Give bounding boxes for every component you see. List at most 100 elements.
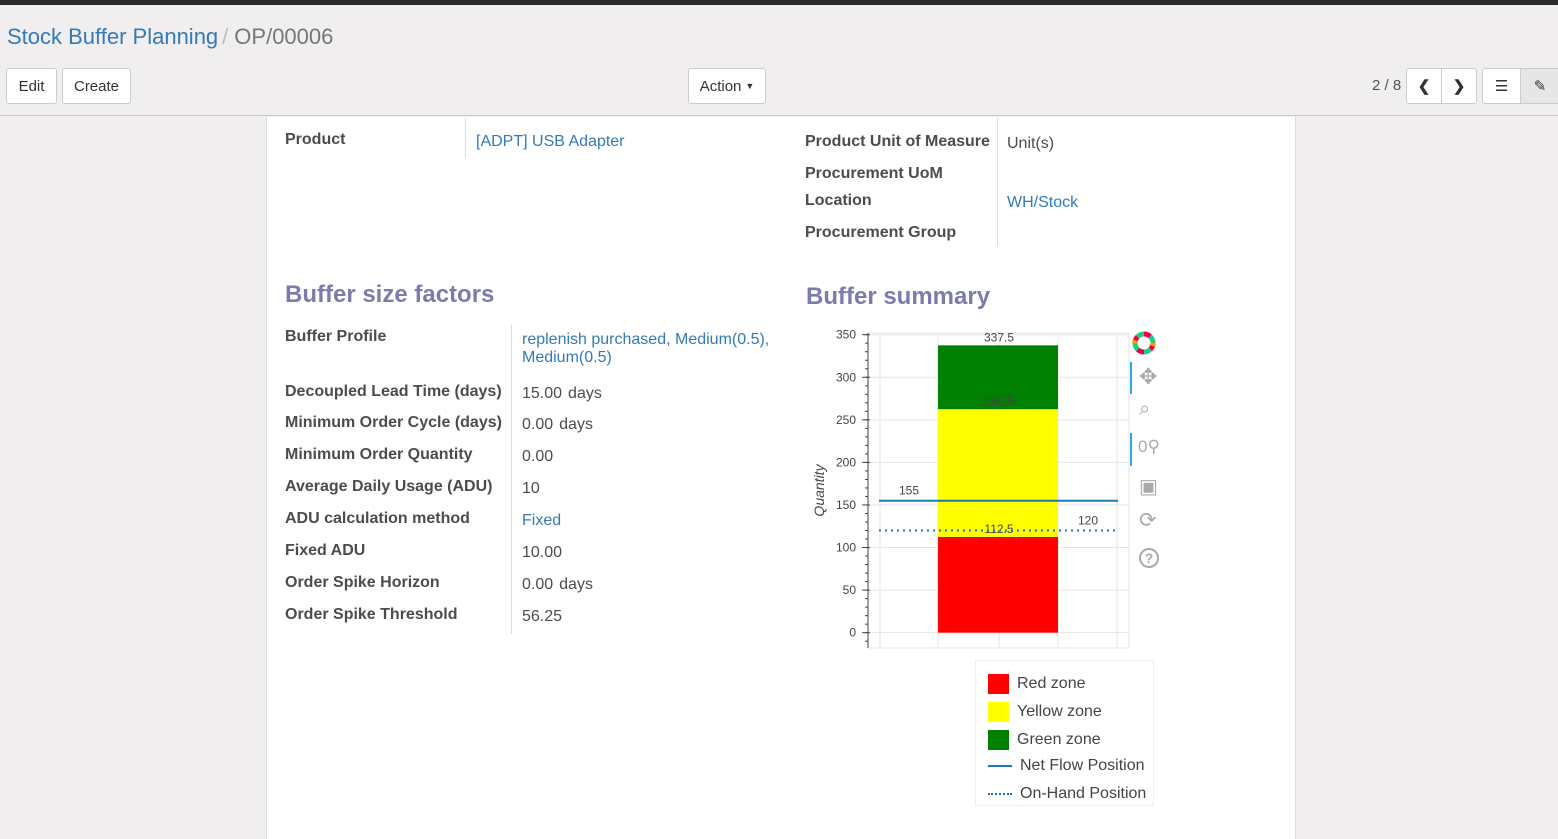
legend-label: Green zone (1017, 731, 1101, 748)
legend-item-yellow: Yellow zone (988, 702, 1102, 722)
product-link[interactable]: [ADPT] USB Adapter (476, 133, 625, 150)
factor-value-text: 0.00 (522, 576, 554, 593)
pan-tool-icon[interactable]: ✥ (1139, 364, 1158, 389)
y-tick-label: 300 (836, 370, 856, 384)
procurement-uom-label: Procurement UoM (805, 165, 943, 182)
y-tick-label: 150 (836, 498, 856, 512)
save-tool-icon[interactable]: ▣ (1139, 476, 1158, 498)
factor-value: 0.00 days (522, 576, 593, 594)
breadcrumb-current: OP/00006 (234, 24, 334, 49)
factor-value-text: 10 (522, 480, 540, 497)
factor-label: Minimum Order Quantity (285, 446, 473, 463)
buffer-size-factors-title: Buffer size factors (285, 281, 495, 308)
buffer-summary-title: Buffer summary (806, 283, 991, 310)
line-data-label: 120 (1078, 514, 1098, 528)
factor-label: Minimum Order Cycle (days) (285, 414, 502, 431)
zone-bar-red-zone (938, 536, 1058, 633)
location-label: Location (805, 192, 872, 209)
breadcrumb-separator: / (222, 24, 229, 49)
action-dropdown[interactable]: Action ▼ (688, 68, 766, 104)
active-tool-indicator (1130, 362, 1132, 394)
edit-form-icon: ✎ (1533, 78, 1547, 95)
factor-label: Buffer Profile (285, 328, 387, 345)
control-panel: Stock Buffer Planning / OP/00006 Edit Crea… (0, 5, 1558, 116)
factor-value[interactable]: replenish purchased, Medium(0.5), Medium(… (522, 331, 769, 367)
caret-down-icon: ▼ (745, 81, 755, 91)
buffer-chart: 0 50 100 150 200 250 300 350 Quantity 112.5 262.5 3… (811, 328, 1130, 649)
action-label: Action (699, 77, 742, 95)
y-tick-label: 50 (843, 583, 857, 597)
factor-label: Average Daily Usage (ADU) (285, 478, 493, 495)
divider (997, 118, 998, 246)
zone-data-label: 112.5 (984, 522, 1013, 536)
y-tick-label: 250 (836, 413, 856, 427)
divider (511, 324, 512, 634)
factor-label: Order Spike Threshold (285, 606, 458, 623)
form-view-button[interactable]: ✎ (1520, 68, 1558, 104)
wheel-zoom-tool-icon[interactable]: 0⚲ (1138, 437, 1160, 456)
factor-value: 0.00 (522, 448, 553, 466)
zone-bar-green-zone (938, 345, 1058, 410)
create-button[interactable]: Create (62, 68, 131, 104)
chart-legend: Red zone Yellow zone Green zone Net Flow… (975, 660, 1154, 806)
factor-value: 10.00 (522, 544, 562, 562)
factor-value: 15.00 days (522, 385, 602, 403)
divider (465, 118, 466, 158)
legend-label: On-Hand Position (1020, 785, 1147, 802)
factor-value: 0.00 days (522, 416, 593, 434)
legend-label: Yellow zone (1017, 703, 1102, 720)
y-axis-label: Quantity (811, 463, 827, 516)
product-label: Product (285, 131, 346, 148)
legend-item-green: Green zone (988, 730, 1101, 750)
factor-value[interactable]: Fixed (522, 512, 561, 530)
factor-value-text: 0.00 (522, 448, 554, 465)
pager-previous-button[interactable]: ❮ (1406, 68, 1442, 104)
active-tool-indicator (1130, 433, 1132, 466)
factor-label: Order Spike Horizon (285, 574, 440, 591)
factor-value-text: 56.25 (522, 608, 563, 625)
pager-next-button[interactable]: ❯ (1441, 68, 1477, 104)
factor-value-text: Fixed (522, 512, 562, 529)
top-navbar (0, 0, 1558, 5)
factor-label: Decoupled Lead Time (days) (285, 383, 502, 400)
legend-item-red: Red zone (988, 674, 1086, 694)
legend-line (988, 765, 1012, 767)
factor-value-text: 15.00 (522, 385, 563, 402)
factor-value-text: Medium(0.5) (522, 349, 612, 366)
uom-label: Product Unit of Measure (805, 133, 990, 150)
line-data-label: 155 (899, 484, 919, 498)
pager-value: 2 / 8 (1372, 77, 1402, 94)
procurement-group-label: Procurement Group (805, 224, 957, 241)
reset-tool-icon[interactable]: ⟳ (1139, 509, 1157, 532)
legend-item-net-flow: Net Flow Position (988, 757, 1145, 775)
factor-value-text: 0.00 (522, 416, 554, 433)
y-tick-label: 0 (849, 626, 856, 640)
chevron-left-icon: ❮ (1417, 78, 1431, 95)
legend-item-on-hand: On-Hand Position (988, 785, 1146, 803)
factor-value: 10 (522, 480, 540, 498)
zone-bar-yellow-zone (938, 409, 1058, 537)
legend-swatch (988, 730, 1009, 750)
uom-value: Unit(s) (1007, 135, 1055, 152)
chevron-right-icon: ❯ (1452, 78, 1466, 95)
legend-swatch (988, 702, 1009, 722)
factor-value: 56.25 (522, 608, 562, 626)
bokeh-logo-icon[interactable] (1131, 330, 1157, 361)
factor-value-text: replenish purchased, Medium(0.5), (522, 331, 770, 348)
factor-label: Fixed ADU (285, 542, 366, 559)
legend-line (988, 793, 1012, 795)
box-zoom-tool-icon[interactable]: ⌕ (1139, 398, 1151, 420)
y-tick-label: 200 (836, 455, 856, 469)
breadcrumb-parent[interactable]: Stock Buffer Planning (7, 24, 219, 49)
location-link[interactable]: WH/Stock (1007, 194, 1079, 211)
help-tool-icon[interactable]: ? (1139, 548, 1159, 568)
list-view-button[interactable]: ☰ (1482, 68, 1521, 104)
list-icon: ☰ (1494, 78, 1509, 95)
factor-value-text: 10.00 (522, 544, 563, 561)
legend-label: Net Flow Position (1020, 757, 1145, 774)
zone-data-label: 337.5 (984, 330, 1014, 344)
edit-button[interactable]: Edit (6, 68, 57, 104)
legend-label: Red zone (1017, 675, 1086, 692)
factor-label: ADU calculation method (285, 510, 470, 527)
breadcrumb: Stock Buffer Planning / OP/00006 (7, 24, 333, 50)
